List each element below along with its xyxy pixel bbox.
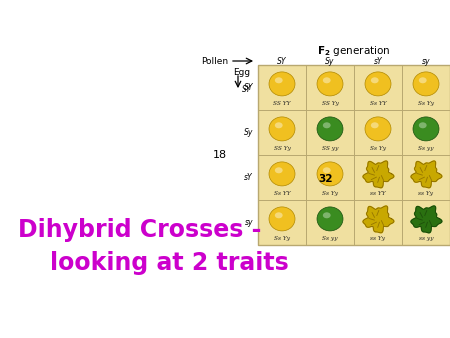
Text: SY: SY <box>243 83 253 92</box>
Text: Sy: Sy <box>325 56 335 66</box>
Ellipse shape <box>269 207 295 231</box>
Text: 32: 32 <box>319 174 333 185</box>
Text: Ss Yy: Ss Yy <box>370 146 386 151</box>
Ellipse shape <box>317 207 343 231</box>
Text: $\mathbf{F_2}$ generation: $\mathbf{F_2}$ generation <box>317 44 391 58</box>
Polygon shape <box>363 206 394 233</box>
Ellipse shape <box>269 162 295 186</box>
Text: Ss Yy: Ss Yy <box>322 191 338 196</box>
Text: SS Yy: SS Yy <box>321 101 338 106</box>
Ellipse shape <box>317 72 343 96</box>
Ellipse shape <box>365 72 391 96</box>
Ellipse shape <box>419 122 427 128</box>
Bar <box>258 65 450 245</box>
Text: ss Yy: ss Yy <box>418 191 433 196</box>
Ellipse shape <box>413 72 439 96</box>
Ellipse shape <box>269 72 295 96</box>
Ellipse shape <box>275 122 283 128</box>
Text: sY: sY <box>374 56 382 66</box>
Text: Ss Yy: Ss Yy <box>418 101 434 106</box>
Ellipse shape <box>371 122 378 128</box>
Ellipse shape <box>371 77 378 83</box>
Polygon shape <box>411 206 442 233</box>
Ellipse shape <box>317 117 343 141</box>
Ellipse shape <box>323 77 331 83</box>
Text: ss YY: ss YY <box>370 191 386 196</box>
Ellipse shape <box>323 122 331 128</box>
Text: Ss Yy: Ss Yy <box>274 236 290 241</box>
Ellipse shape <box>323 167 331 173</box>
Ellipse shape <box>365 117 391 141</box>
Ellipse shape <box>323 212 331 218</box>
Text: Dihybrid Crosses -: Dihybrid Crosses - <box>18 218 261 242</box>
Ellipse shape <box>275 212 283 218</box>
Text: SS yy: SS yy <box>322 146 338 151</box>
Text: SY: SY <box>242 86 252 95</box>
Text: SS Yy: SS Yy <box>274 146 291 151</box>
Text: SY: SY <box>277 56 287 66</box>
Ellipse shape <box>419 77 427 83</box>
Text: ss yy: ss yy <box>418 236 433 241</box>
Text: sy: sy <box>244 218 253 227</box>
Polygon shape <box>363 161 394 188</box>
Text: Ss YY: Ss YY <box>370 101 386 106</box>
Polygon shape <box>411 161 442 188</box>
Ellipse shape <box>413 117 439 141</box>
Text: SS YY: SS YY <box>273 101 291 106</box>
Text: Ss yy: Ss yy <box>418 146 434 151</box>
Text: ss Yy: ss Yy <box>370 236 386 241</box>
Ellipse shape <box>317 162 343 186</box>
Text: Pollen: Pollen <box>201 56 228 66</box>
Text: Ss yy: Ss yy <box>322 236 338 241</box>
Ellipse shape <box>269 117 295 141</box>
Text: Sy: Sy <box>243 128 253 137</box>
Ellipse shape <box>275 77 283 83</box>
Text: 18: 18 <box>213 150 227 160</box>
Ellipse shape <box>275 167 283 173</box>
Text: Egg: Egg <box>233 68 250 77</box>
Text: looking at 2 traits: looking at 2 traits <box>50 251 289 275</box>
Text: sy: sy <box>422 56 430 66</box>
Text: sY: sY <box>244 173 253 182</box>
Text: Ss YY: Ss YY <box>274 191 290 196</box>
